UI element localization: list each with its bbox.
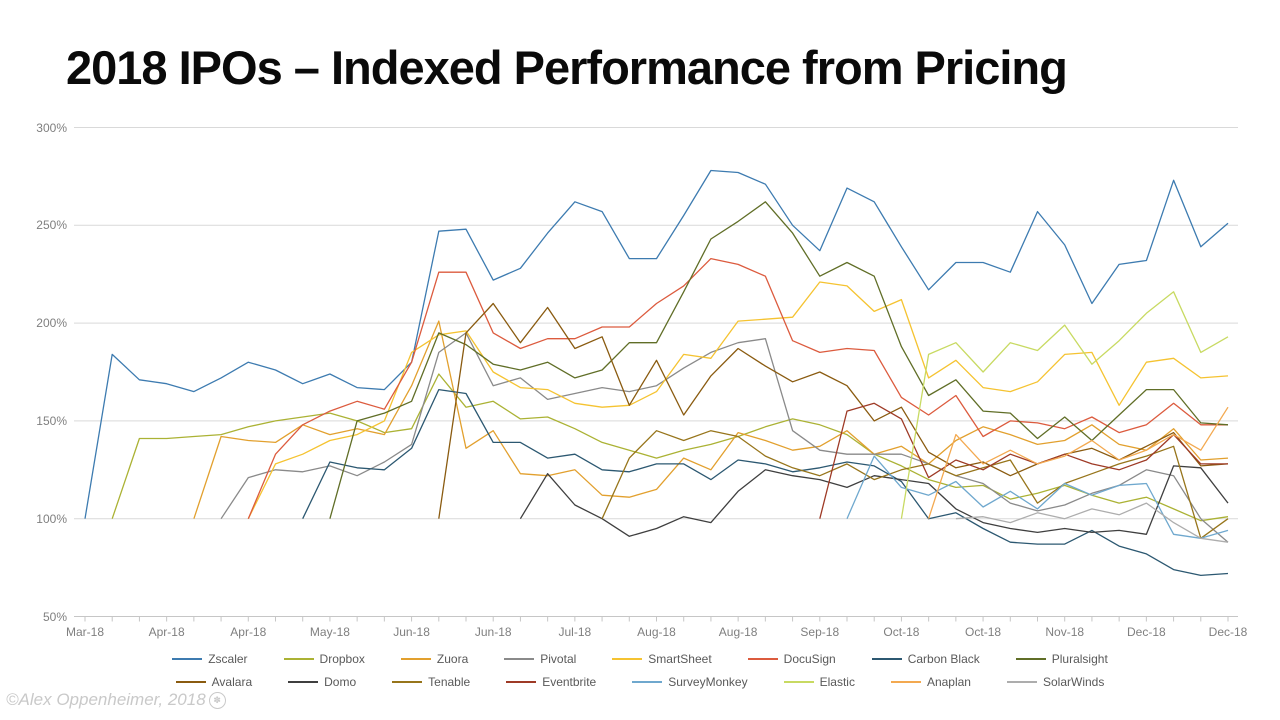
y-axis-label: 50%	[42, 609, 67, 624]
legend-label: Dropbox	[319, 652, 365, 666]
x-axis-label: Oct-18	[883, 625, 920, 639]
series-line-anaplan	[927, 406, 1229, 519]
x-axis-label: Aug-18	[718, 625, 758, 639]
legend-item-anaplan: Anaplan	[890, 675, 971, 689]
series-line-avalara	[438, 302, 1229, 519]
legend-item-solarwinds: SolarWinds	[1006, 675, 1105, 689]
series-line-dropbox	[111, 373, 1229, 522]
legend-label: Domo	[324, 675, 357, 689]
y-axis-label: 100%	[36, 511, 67, 526]
legend-row: Avalara Domo Tenable Eventbrite SurveyMonkey…	[0, 672, 1280, 692]
legend-swatch	[612, 658, 643, 660]
legend-item-zuora: Zuora	[400, 652, 469, 666]
x-axis-label: May-18	[309, 625, 350, 639]
x-axis-label: Oct-18	[965, 625, 1002, 639]
legend-label: SolarWinds	[1042, 675, 1105, 689]
y-axis-label: 150%	[36, 413, 67, 428]
legend-label: Carbon Black	[907, 652, 980, 666]
legend-swatch	[172, 658, 203, 660]
legend-label: Pivotal	[540, 652, 577, 666]
legend-item-docusign: DocuSign	[747, 652, 836, 666]
x-axis-label: Apr-18	[148, 625, 185, 639]
x-axis-label: Jun-18	[474, 625, 512, 639]
x-axis-label: Mar-18	[65, 625, 104, 639]
legend-item-pluralsight: Pluralsight	[1015, 652, 1108, 666]
x-axis-label: Jul-18	[558, 625, 592, 639]
x-axis-label: Sep-18	[800, 625, 840, 639]
series-line-tenable	[601, 430, 1229, 539]
legend-swatch	[747, 658, 778, 660]
legend-item-dropbox: Dropbox	[283, 652, 365, 666]
series-line-eventbrite	[819, 402, 1228, 519]
legend-label: Tenable	[428, 675, 471, 689]
legend-item-eventbrite: Eventbrite	[506, 675, 596, 689]
copyright-text: ©Alex Oppenheimer, 2018	[6, 690, 206, 709]
legend-item-zscaler: Zscaler	[172, 652, 248, 666]
legend-swatch	[400, 658, 431, 660]
legend-swatch	[506, 681, 537, 683]
legend-item-pivotal: Pivotal	[504, 652, 576, 666]
x-axis-label: Nov-18	[1045, 625, 1085, 639]
legend-item-surveymonkey: SurveyMonkey	[632, 675, 748, 689]
series-line-pivotal	[220, 332, 1229, 543]
legend-label: Zscaler	[208, 652, 248, 666]
legend-item-smartsheet: SmartSheet	[612, 652, 712, 666]
legend-label: DocuSign	[783, 652, 836, 666]
legend-swatch	[1015, 658, 1046, 660]
legend-label: SmartSheet	[648, 652, 712, 666]
legend-label: Elastic	[819, 675, 855, 689]
legend-swatch	[283, 658, 314, 660]
x-axis-label: Jun-18	[393, 625, 430, 639]
legend-swatch	[175, 681, 206, 683]
legend-item-carbon-black: Carbon Black	[871, 652, 980, 666]
series-line-pluralsight	[329, 201, 1229, 519]
legend-label: Zuora	[436, 652, 469, 666]
series-line-zuora	[193, 320, 1229, 519]
x-axis-label: Apr-18	[230, 625, 267, 639]
copyright: ©Alex Oppenheimer, 2018 ✽	[6, 690, 226, 710]
legend-swatch	[392, 681, 423, 683]
x-axis-label: Dec-18	[1127, 625, 1166, 639]
legend-swatch	[783, 681, 814, 683]
x-axis-label: Aug-18	[637, 625, 676, 639]
legend-label: SurveyMonkey	[668, 675, 748, 689]
y-axis-label: 300%	[36, 120, 67, 135]
legend-item-elastic: Elastic	[783, 675, 855, 689]
y-axis-label: 250%	[36, 218, 67, 233]
y-axis-label: 200%	[36, 316, 67, 331]
series-line-solarwinds	[955, 502, 1229, 543]
series-line-domo	[519, 465, 1229, 537]
legend-label: Pluralsight	[1051, 652, 1108, 666]
legend-item-tenable: Tenable	[392, 675, 470, 689]
legend-swatch	[504, 658, 535, 660]
legend-swatch	[288, 681, 319, 683]
legend-label: Avalara	[211, 675, 253, 689]
series-line-smartsheet	[247, 281, 1229, 519]
legend-label: Eventbrite	[542, 675, 597, 689]
series-line-elastic	[900, 291, 1229, 519]
legend-swatch	[871, 658, 902, 660]
flower-ornament-icon: ✽	[208, 691, 226, 709]
legend-row: Zscaler Dropbox Zuora Pivotal SmartSheet Docu…	[0, 649, 1280, 669]
legend-item-domo: Domo	[288, 675, 356, 689]
legend-swatch	[1006, 681, 1037, 683]
legend-swatch	[632, 681, 663, 683]
series-line-zscaler	[84, 169, 1229, 519]
series-line-docusign	[247, 257, 1228, 519]
chart-title: 2018 IPOs – Indexed Performance from Pri…	[66, 41, 1068, 94]
series-line-surveymonkey	[846, 455, 1229, 539]
x-axis-label: Dec-18	[1208, 625, 1248, 639]
legend-label: Anaplan	[926, 675, 971, 689]
legend-item-avalara: Avalara	[175, 675, 253, 689]
legend-swatch	[890, 681, 921, 683]
